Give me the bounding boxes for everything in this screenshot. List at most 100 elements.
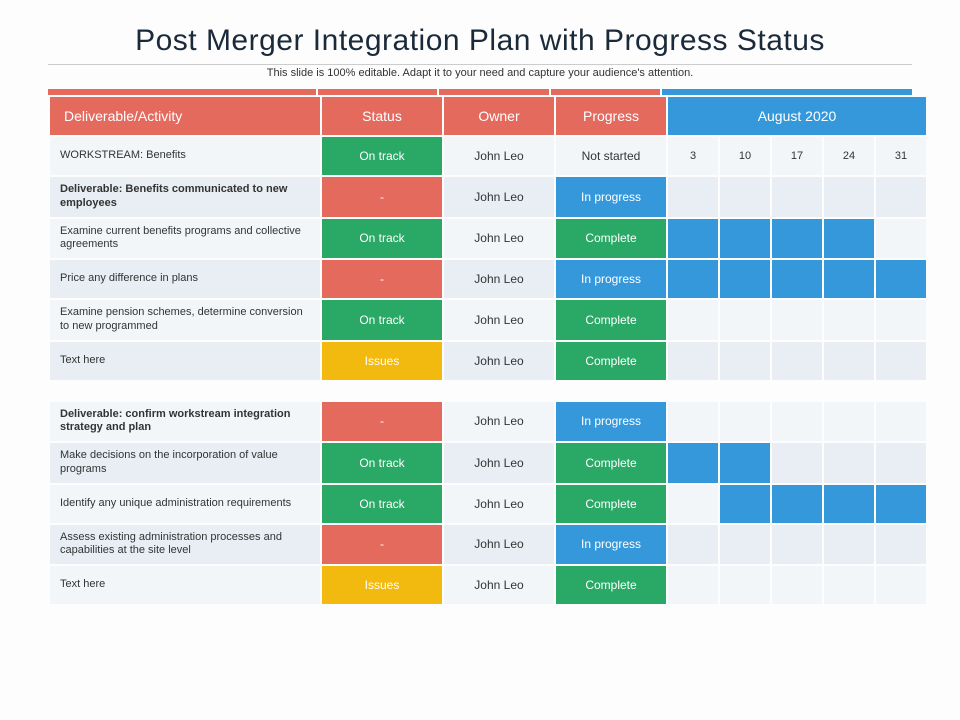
date-cell (824, 566, 874, 604)
owner-cell: John Leo (444, 566, 554, 604)
date-cell (772, 566, 822, 604)
table-header-row: Deliverable/ActivityStatusOwnerProgressA… (50, 97, 926, 135)
table-row: Assess existing administration processes… (50, 525, 926, 565)
owner-cell: John Leo (444, 443, 554, 483)
status-cell: - (322, 177, 442, 217)
progress-cell: Complete (556, 342, 666, 380)
plan-table: Deliverable/ActivityStatusOwnerProgressA… (48, 95, 928, 606)
progress-cell: In progress (556, 402, 666, 442)
date-cell (824, 342, 874, 380)
date-cell (824, 443, 874, 483)
date-cell (720, 485, 770, 523)
date-cell (876, 300, 926, 340)
status-cell: On track (322, 485, 442, 523)
date-cell (668, 443, 718, 483)
table-row: Price any difference in plans-John LeoIn… (50, 260, 926, 298)
date-cell: 31 (876, 137, 926, 175)
status-cell: Issues (322, 342, 442, 380)
activity-cell: Text here (50, 342, 320, 380)
status-cell: On track (322, 443, 442, 483)
date-cell (668, 485, 718, 523)
column-header: Owner (444, 97, 554, 135)
date-cell (824, 177, 874, 217)
date-cell (824, 525, 874, 565)
date-cell: 17 (772, 137, 822, 175)
table-row: Identify any unique administration requi… (50, 485, 926, 523)
date-cell (772, 260, 822, 298)
date-cell (824, 219, 874, 259)
date-cell (668, 566, 718, 604)
status-cell: Issues (322, 566, 442, 604)
table-row: Examine pension schemes, determine conve… (50, 300, 926, 340)
date-cell (720, 260, 770, 298)
owner-cell: John Leo (444, 219, 554, 259)
status-cell: - (322, 525, 442, 565)
date-cell (772, 443, 822, 483)
date-cell (876, 443, 926, 483)
date-cell (824, 485, 874, 523)
table-row: Deliverable: Benefits communicated to ne… (50, 177, 926, 217)
date-cell (876, 402, 926, 442)
divider (48, 64, 912, 65)
activity-cell: Examine current benefits programs and co… (50, 219, 320, 259)
column-header: August 2020 (668, 97, 926, 135)
date-cell (772, 525, 822, 565)
column-header: Progress (556, 97, 666, 135)
status-cell: - (322, 260, 442, 298)
date-cell: 24 (824, 137, 874, 175)
date-cell (668, 300, 718, 340)
date-cell (772, 219, 822, 259)
activity-cell: Examine pension schemes, determine conve… (50, 300, 320, 340)
owner-cell: John Leo (444, 137, 554, 175)
progress-cell: Complete (556, 485, 666, 523)
date-cell (876, 177, 926, 217)
date-cell (720, 402, 770, 442)
date-cell (876, 342, 926, 380)
activity-cell: Assess existing administration processes… (50, 525, 320, 565)
date-cell (824, 260, 874, 298)
status-cell: - (322, 402, 442, 442)
owner-cell: John Leo (444, 300, 554, 340)
date-cell (720, 443, 770, 483)
date-cell (720, 300, 770, 340)
accent-bar (48, 89, 912, 95)
date-cell (772, 342, 822, 380)
owner-cell: John Leo (444, 402, 554, 442)
activity-cell: Make decisions on the incorporation of v… (50, 443, 320, 483)
slide-title: Post Merger Integration Plan with Progre… (48, 24, 912, 58)
activity-cell: Deliverable: confirm workstream integrat… (50, 402, 320, 442)
date-cell (772, 402, 822, 442)
date-cell (668, 342, 718, 380)
date-cell (668, 525, 718, 565)
table-row: WORKSTREAM: BenefitsOn trackJohn LeoNot … (50, 137, 926, 175)
table-row: Make decisions on the incorporation of v… (50, 443, 926, 483)
date-cell (876, 260, 926, 298)
date-cell (720, 525, 770, 565)
owner-cell: John Leo (444, 525, 554, 565)
status-cell: On track (322, 219, 442, 259)
date-cell (720, 566, 770, 604)
owner-cell: John Leo (444, 485, 554, 523)
table-row: Text hereIssuesJohn LeoComplete (50, 342, 926, 380)
owner-cell: John Leo (444, 260, 554, 298)
date-cell (876, 566, 926, 604)
date-cell (824, 300, 874, 340)
status-cell: On track (322, 300, 442, 340)
column-header: Deliverable/Activity (50, 97, 320, 135)
table-row: Text hereIssuesJohn LeoComplete (50, 566, 926, 604)
date-cell (668, 402, 718, 442)
date-cell (772, 177, 822, 217)
column-header: Status (322, 97, 442, 135)
date-cell: 10 (720, 137, 770, 175)
activity-cell: Identify any unique administration requi… (50, 485, 320, 523)
date-cell (720, 342, 770, 380)
owner-cell: John Leo (444, 342, 554, 380)
progress-cell: In progress (556, 177, 666, 217)
activity-cell: Deliverable: Benefits communicated to ne… (50, 177, 320, 217)
date-cell (668, 177, 718, 217)
activity-cell: WORKSTREAM: Benefits (50, 137, 320, 175)
date-cell: 3 (668, 137, 718, 175)
date-cell (876, 485, 926, 523)
progress-cell: Complete (556, 219, 666, 259)
slide: Post Merger Integration Plan with Progre… (0, 0, 960, 720)
